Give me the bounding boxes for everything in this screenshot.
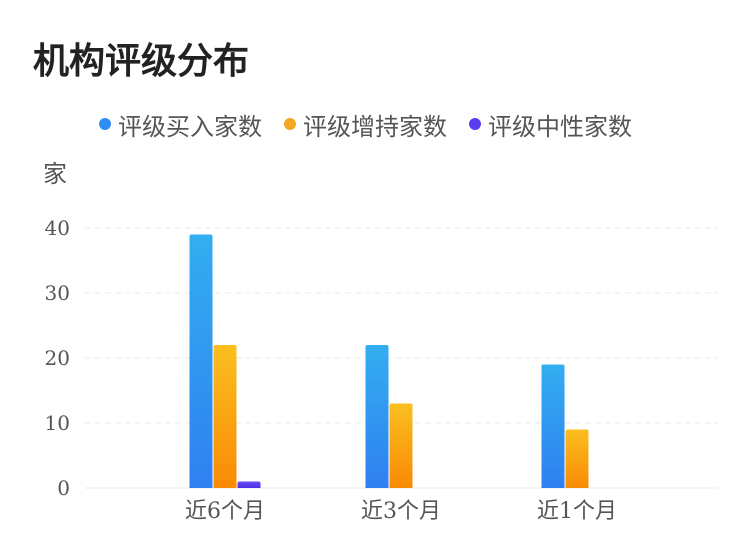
legend-item-buy[interactable]: 评级买入家数 [99, 107, 262, 142]
legend-dot-neutral [469, 118, 481, 130]
x-tick-label: 近1个月 [537, 499, 617, 524]
legend-item-neutral[interactable]: 评级中性家数 [469, 107, 632, 142]
legend-label-buy: 评级买入家数 [118, 112, 262, 141]
y-axis-unit-label: 家 [43, 160, 67, 188]
y-tick-label: 0 [57, 476, 70, 500]
y-tick-label: 40 [45, 216, 70, 240]
bar-overweight-2[interactable] [565, 429, 589, 489]
y-tick-label: 20 [45, 346, 70, 370]
y-tick-label: 10 [45, 411, 70, 435]
bar-buy-0[interactable] [189, 234, 213, 489]
x-tick-label: 近3个月 [361, 499, 441, 524]
chart-title: 机构评级分布 [33, 41, 250, 82]
legend-item-overweight[interactable]: 评级增持家数 [284, 107, 447, 142]
bar-buy-2[interactable] [541, 364, 565, 489]
bar-buy-1[interactable] [365, 345, 389, 488]
chart-legend: 评级买入家数 评级增持家数 评级中性家数 [99, 107, 654, 142]
legend-dot-overweight [284, 118, 296, 130]
bar-neutral-0[interactable] [237, 481, 261, 489]
bar-overweight-0[interactable] [213, 345, 237, 488]
y-tick-label: 30 [45, 281, 70, 305]
legend-label-overweight: 评级增持家数 [303, 112, 447, 141]
bar-overweight-1[interactable] [389, 403, 413, 489]
legend-label-neutral: 评级中性家数 [488, 112, 632, 141]
x-tick-label: 近6个月 [185, 499, 265, 524]
legend-dot-buy [99, 118, 111, 130]
